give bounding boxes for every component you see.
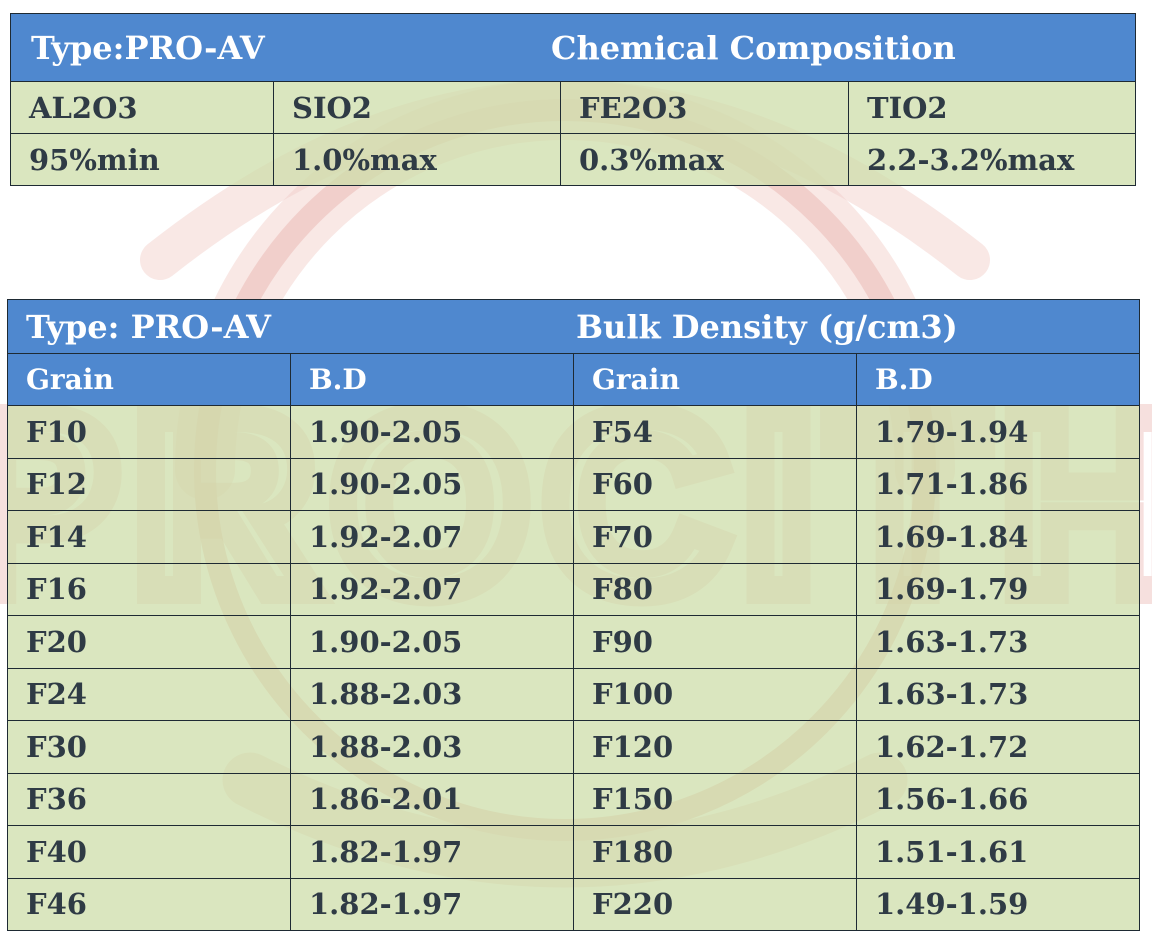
bd-cell: 1.71-1.86 bbox=[856, 457, 1140, 511]
bd-cell: 1.69-1.84 bbox=[856, 510, 1140, 564]
bd-cell: 1.90-2.05 bbox=[290, 457, 574, 511]
bd-cell: 1.88-2.03 bbox=[290, 720, 574, 774]
grain-cell: F20 bbox=[7, 615, 291, 669]
bulk-type-label: Type: PRO-AV bbox=[26, 307, 271, 346]
value-tio2: 2.2-3.2%max bbox=[848, 133, 1136, 186]
table-row: F14 1.92-2.07 F70 1.69-1.84 bbox=[7, 510, 1140, 564]
component-sio2: SIO2 bbox=[273, 81, 561, 134]
grain-cell: F16 bbox=[7, 562, 291, 616]
bd-cell: 1.79-1.94 bbox=[856, 405, 1140, 459]
col-header-grain-left: Grain bbox=[7, 353, 291, 406]
table-row: F10 1.90-2.05 F54 1.79-1.94 bbox=[7, 405, 1140, 459]
grain-cell: F46 bbox=[7, 877, 291, 931]
table-row: F40 1.82-1.97 F180 1.51-1.61 bbox=[7, 825, 1140, 879]
bd-cell: 1.90-2.05 bbox=[290, 615, 574, 669]
grain-cell: F10 bbox=[7, 405, 291, 459]
grain-cell: F54 bbox=[573, 405, 857, 459]
bd-cell: 1.63-1.73 bbox=[856, 667, 1140, 721]
grain-cell: F36 bbox=[7, 772, 291, 826]
grain-cell: F180 bbox=[573, 825, 857, 879]
bd-cell: 1.82-1.97 bbox=[290, 825, 574, 879]
bd-cell: 1.49-1.59 bbox=[856, 877, 1140, 931]
bd-cell: 1.86-2.01 bbox=[290, 772, 574, 826]
table-row: F30 1.88-2.03 F120 1.62-1.72 bbox=[7, 720, 1140, 774]
grain-cell: F12 bbox=[7, 457, 291, 511]
grain-cell: F220 bbox=[573, 877, 857, 931]
grain-cell: F70 bbox=[573, 510, 857, 564]
table-row: F24 1.88-2.03 F100 1.63-1.73 bbox=[7, 667, 1140, 721]
chemical-type-label: Type:PRO-AV bbox=[31, 28, 265, 67]
bd-cell: 1.69-1.79 bbox=[856, 562, 1140, 616]
bulk-table-header: Type: PRO-AV Bulk Density (g/cm3) bbox=[7, 299, 1140, 354]
bulk-density-table: Type: PRO-AV Bulk Density (g/cm3) Grain … bbox=[7, 299, 1140, 931]
col-header-grain-right: Grain bbox=[573, 353, 857, 406]
grain-cell: F90 bbox=[573, 615, 857, 669]
bd-cell: 1.63-1.73 bbox=[856, 615, 1140, 669]
bd-cell: 1.56-1.66 bbox=[856, 772, 1140, 826]
table-row: F46 1.82-1.97 F220 1.49-1.59 bbox=[7, 877, 1140, 931]
chemical-composition-table: Type:PRO-AV Chemical Composition AL2O3 S… bbox=[10, 13, 1136, 186]
grain-cell: F24 bbox=[7, 667, 291, 721]
component-al2o3: AL2O3 bbox=[10, 81, 274, 134]
grain-cell: F60 bbox=[573, 457, 857, 511]
bd-cell: 1.62-1.72 bbox=[856, 720, 1140, 774]
table-row: F36 1.86-2.01 F150 1.56-1.66 bbox=[7, 772, 1140, 826]
table-row: F16 1.92-2.07 F80 1.69-1.79 bbox=[7, 562, 1140, 616]
grain-cell: F120 bbox=[573, 720, 857, 774]
grain-cell: F40 bbox=[7, 825, 291, 879]
col-header-bd-left: B.D bbox=[290, 353, 574, 406]
grain-cell: F14 bbox=[7, 510, 291, 564]
value-sio2: 1.0%max bbox=[273, 133, 561, 186]
value-al2o3: 95%min bbox=[10, 133, 274, 186]
chemical-table-header: Type:PRO-AV Chemical Composition bbox=[10, 13, 1136, 82]
grain-cell: F30 bbox=[7, 720, 291, 774]
table-row: F20 1.90-2.05 F90 1.63-1.73 bbox=[7, 615, 1140, 669]
bulk-title: Bulk Density (g/cm3) bbox=[576, 307, 958, 346]
grain-cell: F150 bbox=[573, 772, 857, 826]
component-fe2o3: FE2O3 bbox=[560, 81, 849, 134]
value-fe2o3: 0.3%max bbox=[560, 133, 849, 186]
bd-cell: 1.51-1.61 bbox=[856, 825, 1140, 879]
grain-cell: F100 bbox=[573, 667, 857, 721]
bd-cell: 1.88-2.03 bbox=[290, 667, 574, 721]
bulk-table-body: F10 1.90-2.05 F54 1.79-1.94 F12 1.90-2.0… bbox=[7, 405, 1140, 931]
bd-cell: 1.82-1.97 bbox=[290, 877, 574, 931]
bd-cell: 1.92-2.07 bbox=[290, 510, 574, 564]
bd-cell: 1.92-2.07 bbox=[290, 562, 574, 616]
table-row: F12 1.90-2.05 F60 1.71-1.86 bbox=[7, 457, 1140, 511]
component-tio2: TIO2 bbox=[848, 81, 1136, 134]
bd-cell: 1.90-2.05 bbox=[290, 405, 574, 459]
grain-cell: F80 bbox=[573, 562, 857, 616]
chemical-title: Chemical Composition bbox=[551, 28, 956, 67]
col-header-bd-right: B.D bbox=[856, 353, 1140, 406]
